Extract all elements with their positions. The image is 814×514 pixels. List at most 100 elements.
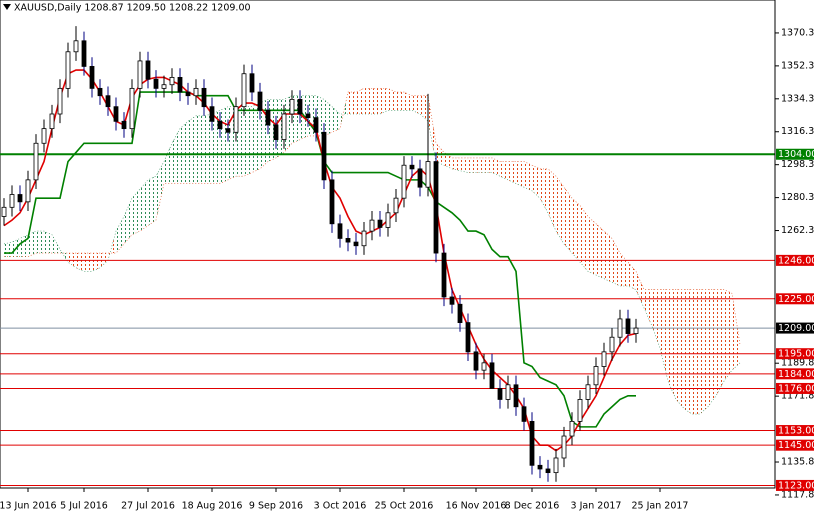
cloud-fill bbox=[156, 161, 164, 221]
cloud-fill bbox=[660, 289, 668, 382]
cloud-fill bbox=[692, 289, 700, 415]
candle-body bbox=[105, 95, 111, 108]
cloud-fill bbox=[492, 157, 500, 177]
cloud-fill bbox=[540, 168, 548, 213]
candle-body bbox=[305, 113, 311, 119]
x-tick-label: 9 Sep 2016 bbox=[249, 501, 303, 512]
candle-body bbox=[377, 219, 383, 228]
candle-body bbox=[129, 87, 135, 130]
level-label: 1225.00 bbox=[778, 294, 814, 305]
x-tick-label: 18 Aug 2016 bbox=[182, 501, 243, 512]
cloud-fill bbox=[188, 115, 196, 184]
candle-body bbox=[593, 366, 599, 386]
level-label-box bbox=[776, 382, 814, 394]
cloud-fill bbox=[684, 289, 692, 415]
candle-body bbox=[433, 161, 439, 254]
cloud-fill bbox=[524, 161, 532, 191]
candle-body bbox=[153, 78, 159, 89]
candle-body bbox=[529, 420, 535, 466]
cloud-fill bbox=[108, 231, 116, 261]
y-tick-label: 1171.80 bbox=[781, 391, 814, 402]
y-tick-label: 1298.30 bbox=[781, 159, 814, 170]
y-tick-label: 1370.30 bbox=[781, 27, 814, 38]
candle-body bbox=[257, 91, 263, 111]
cloud-fill bbox=[324, 99, 332, 136]
cloud-fill bbox=[116, 216, 124, 254]
cloud-fill bbox=[172, 128, 180, 184]
plot-layer bbox=[0, 26, 775, 486]
x-tick-label: 27 Jul 2016 bbox=[121, 501, 175, 512]
cloud-fill bbox=[340, 92, 348, 129]
cloud-fill bbox=[412, 95, 420, 114]
level-label-box bbox=[776, 348, 814, 360]
cloud-fill bbox=[668, 289, 676, 400]
candle-body bbox=[585, 384, 591, 400]
cloud-fill bbox=[148, 176, 156, 226]
cloud-fill bbox=[140, 179, 148, 232]
cloud-fill bbox=[572, 198, 580, 263]
cloud-fill bbox=[52, 234, 60, 254]
cloud-fill bbox=[76, 253, 84, 272]
cloud-fill bbox=[356, 88, 364, 114]
span-b-line bbox=[4, 88, 741, 345]
candle-body bbox=[577, 399, 583, 422]
cloud-fill bbox=[388, 88, 396, 111]
level-label-box bbox=[776, 439, 814, 451]
candle-body bbox=[9, 194, 15, 208]
cloud-fill bbox=[548, 168, 556, 232]
cloud-fill bbox=[460, 157, 468, 173]
candle-body bbox=[97, 87, 103, 97]
level-label-box bbox=[776, 148, 814, 160]
x-tick-label: 16 Nov 2016 bbox=[446, 501, 507, 512]
candle-body bbox=[161, 84, 167, 89]
cloud-fill bbox=[404, 92, 412, 111]
candle-body bbox=[601, 351, 607, 367]
candle-body bbox=[313, 117, 319, 133]
candle-body bbox=[233, 106, 239, 133]
cloud-fill bbox=[652, 289, 660, 349]
candle-body bbox=[553, 457, 559, 474]
candle-body bbox=[33, 142, 39, 181]
cloud-fill bbox=[604, 231, 612, 283]
cloud-fill bbox=[348, 92, 356, 114]
candle-body bbox=[1, 206, 7, 217]
candle-body bbox=[273, 124, 279, 141]
candle-body bbox=[561, 435, 567, 459]
candle-body bbox=[281, 113, 287, 141]
candle-body bbox=[329, 179, 335, 225]
cloud-fill bbox=[180, 121, 188, 184]
cloud-fill bbox=[204, 113, 212, 184]
y-tick-label: 1334.30 bbox=[781, 93, 814, 104]
cloud-fill bbox=[420, 95, 428, 122]
level-label: 1184.00 bbox=[778, 369, 814, 380]
candle-body bbox=[249, 73, 255, 93]
level-label: 1176.00 bbox=[778, 383, 814, 394]
level-label: 1209.00 bbox=[778, 323, 814, 334]
candle-body bbox=[265, 109, 271, 126]
cloud-fill bbox=[580, 205, 588, 272]
candle-body bbox=[177, 76, 183, 93]
y-tick-label: 1280.30 bbox=[781, 192, 814, 203]
cloud-fill bbox=[124, 198, 132, 244]
candle-body bbox=[121, 120, 127, 130]
candle-body bbox=[521, 406, 527, 422]
candle-body bbox=[41, 128, 47, 144]
cloud-fill bbox=[28, 231, 36, 257]
level-label: 1123.00 bbox=[778, 480, 814, 491]
chart-title: XAUUSD,Daily 1208.87 1209.50 1208.22 120… bbox=[14, 3, 251, 14]
cloud-fill bbox=[396, 92, 404, 111]
level-label-box bbox=[776, 254, 814, 266]
candle-body bbox=[393, 197, 399, 214]
candle-body bbox=[417, 168, 423, 188]
cloud-fill bbox=[588, 216, 596, 276]
cloud-fill bbox=[196, 115, 204, 184]
cloud-fill bbox=[380, 88, 388, 114]
candle-body bbox=[505, 384, 511, 400]
cloud-fill bbox=[452, 157, 460, 171]
cloud-fill bbox=[532, 165, 540, 199]
cloud-fill bbox=[732, 293, 740, 371]
cloud-fill bbox=[252, 103, 260, 173]
cloud-fill bbox=[468, 157, 476, 173]
candle-body bbox=[633, 327, 639, 334]
